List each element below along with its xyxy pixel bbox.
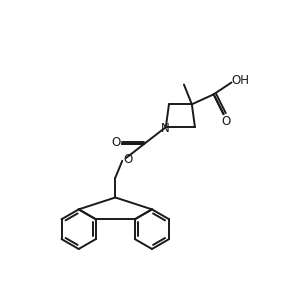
Text: N: N (160, 122, 169, 135)
Text: O: O (112, 136, 121, 149)
Text: O: O (124, 153, 133, 166)
Text: O: O (221, 115, 230, 128)
Text: OH: OH (231, 74, 249, 87)
